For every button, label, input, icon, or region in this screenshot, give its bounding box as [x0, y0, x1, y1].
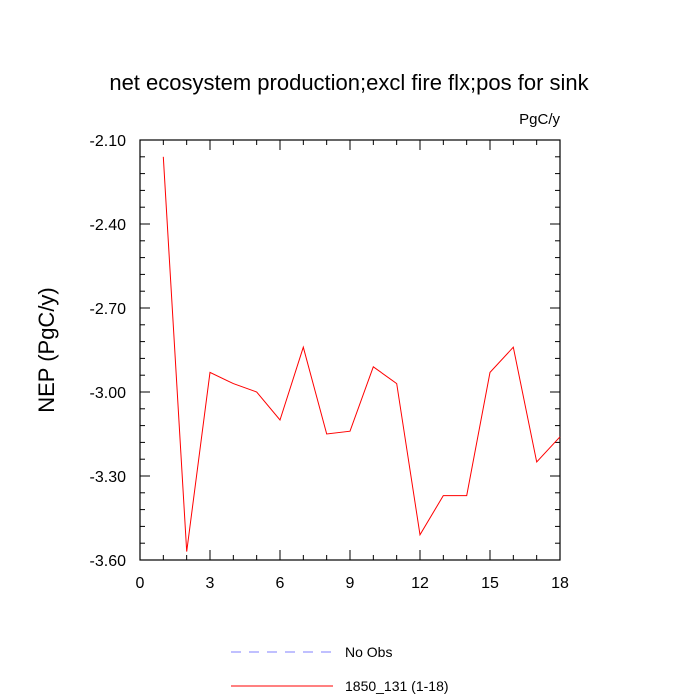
- x-tick-label: 3: [206, 575, 215, 592]
- x-tick-label: 6: [276, 575, 285, 592]
- x-tick-label: 18: [551, 575, 569, 592]
- legend: No Obs 1850_131 (1-18): [231, 644, 449, 694]
- y-tick-label: -2.40: [90, 217, 127, 234]
- legend-label: No Obs: [345, 644, 392, 660]
- x-tick-label: 9: [346, 575, 355, 592]
- axis-tick-labels: 0 3 6 9 12 15 18 -2.10 -2.40 -2.70 -3.00 -3.30 -3.60: [90, 133, 569, 592]
- legend-label: 1850_131 (1-18): [345, 678, 449, 694]
- chart-title: net ecosystem production;excl fire flx;p…: [109, 70, 589, 95]
- y-tick-label: -3.00: [90, 385, 127, 402]
- y-tick-label: -2.10: [90, 133, 127, 150]
- y-tick-label: -3.30: [90, 469, 127, 486]
- units-label: PgC/y: [519, 111, 560, 128]
- y-tick-label: -3.60: [90, 553, 127, 570]
- y-axis-label: NEP (PgC/y): [34, 287, 59, 413]
- plot-frame: [139, 139, 561, 561]
- y-tick-label: -2.70: [90, 301, 127, 318]
- series-line-1: [162, 156, 561, 552]
- axis-ticks: [139, 139, 561, 561]
- x-tick-label: 12: [411, 575, 429, 592]
- series-layer: [162, 156, 561, 552]
- x-tick-label: 15: [481, 575, 499, 592]
- x-tick-label: 0: [136, 575, 145, 592]
